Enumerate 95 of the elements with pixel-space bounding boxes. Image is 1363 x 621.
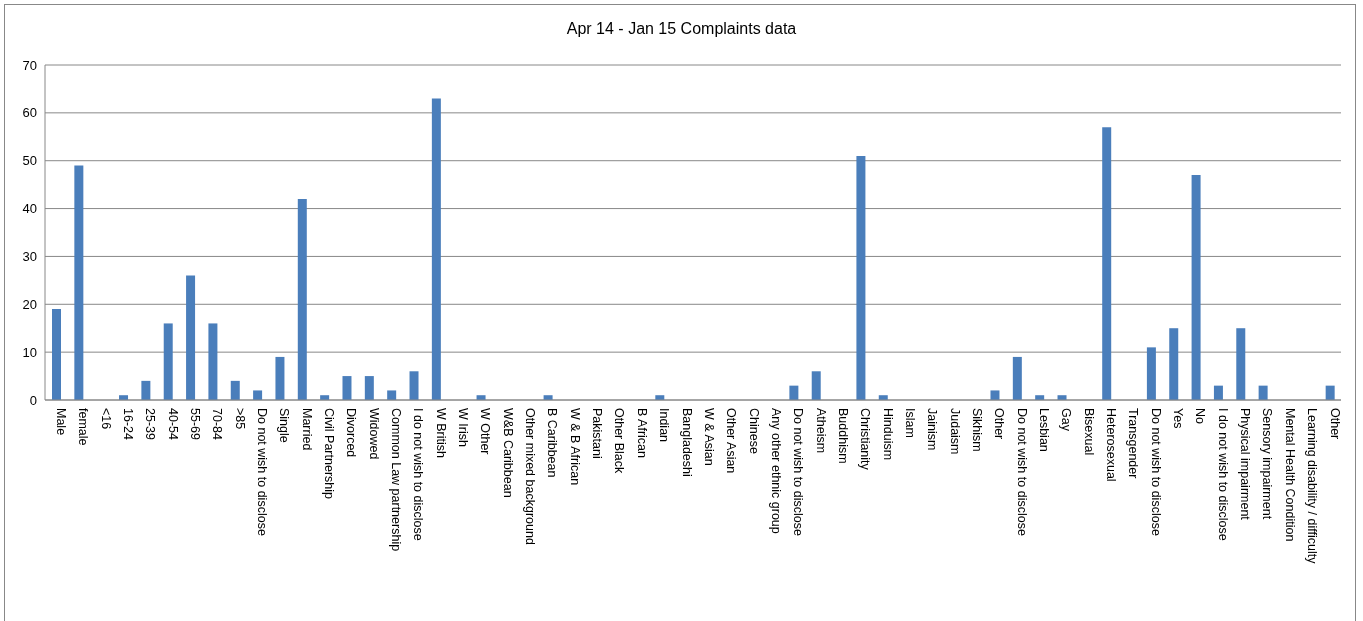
x-tick-label: W & B African bbox=[567, 408, 582, 486]
x-tick-label: Bisexual bbox=[1081, 408, 1096, 456]
y-tick-label: 20 bbox=[22, 296, 37, 312]
x-tick-label: Civil Partnership bbox=[322, 408, 337, 500]
y-tick-label: 10 bbox=[22, 344, 37, 360]
x-tick-label: W British bbox=[433, 408, 448, 459]
bar bbox=[1325, 385, 1335, 400]
bar bbox=[1258, 385, 1268, 400]
x-tick-label: Sikhism bbox=[970, 408, 985, 452]
x-tick-label: Married bbox=[299, 408, 314, 451]
y-tick-label: 60 bbox=[22, 105, 37, 121]
x-tick-label: Jainism bbox=[925, 408, 940, 451]
bar bbox=[990, 390, 1000, 400]
bar bbox=[342, 376, 352, 400]
y-tick-label: 50 bbox=[22, 153, 37, 169]
x-tick-label: Hinduism bbox=[880, 408, 895, 461]
bar bbox=[186, 275, 196, 400]
bar bbox=[811, 371, 821, 400]
bar bbox=[52, 309, 61, 400]
x-tick-label: Do not wish to disclose bbox=[1148, 408, 1163, 536]
bar bbox=[74, 165, 84, 400]
x-tick-label: W Irish bbox=[456, 408, 471, 447]
x-tick-label: W Other bbox=[478, 408, 493, 455]
x-tick-label: B African bbox=[634, 408, 649, 459]
x-tick-label: Heterosexual bbox=[1104, 408, 1119, 482]
x-tick-label: W & Asian bbox=[701, 408, 716, 466]
y-tick-label: 0 bbox=[29, 392, 37, 408]
x-tick-label: Yes bbox=[1171, 408, 1186, 429]
x-tick-label: Do not wish to disclose bbox=[791, 408, 806, 536]
bar bbox=[364, 376, 374, 400]
x-tick-label: Widowed bbox=[366, 408, 381, 460]
x-tick-label: Single bbox=[277, 408, 292, 443]
y-tick-label: 30 bbox=[22, 249, 37, 265]
x-tick-label: B Caribbean bbox=[545, 408, 560, 478]
bar bbox=[1213, 385, 1223, 400]
x-tick-label: Buddhism bbox=[835, 408, 850, 464]
bar bbox=[387, 390, 397, 400]
x-tick-label: 16-24 bbox=[120, 408, 135, 441]
x-tick-label: Other bbox=[992, 408, 1007, 440]
x-tick-label: Physical impairment bbox=[1238, 408, 1253, 521]
bar bbox=[1236, 328, 1246, 400]
x-tick-label: Indian bbox=[657, 408, 672, 443]
x-tick-label: Gay bbox=[1059, 408, 1074, 432]
x-tick-label: 25-39 bbox=[143, 408, 158, 441]
bar bbox=[297, 199, 307, 400]
x-tick-label: Sensory impairment bbox=[1260, 408, 1275, 520]
x-tick-label: W&B Caribbean bbox=[500, 408, 515, 498]
x-tick-label: Do not wish to disclose bbox=[1014, 408, 1029, 536]
x-tick-label: I do not wish to disclose bbox=[1215, 408, 1230, 541]
x-tick-label: Any other ethnic group bbox=[768, 408, 783, 534]
x-tick-label: Transgender bbox=[1126, 408, 1141, 479]
x-tick-label: Other bbox=[1327, 408, 1342, 440]
x-tick-label: Divorced bbox=[344, 408, 359, 458]
bar bbox=[789, 385, 799, 400]
x-tick-label: No bbox=[1193, 408, 1208, 425]
bar bbox=[1191, 175, 1201, 400]
y-tick-label: 70 bbox=[22, 57, 37, 73]
bar bbox=[1169, 328, 1179, 400]
chart-title: Apr 14 - Jan 15 Complaints data bbox=[565, 20, 798, 38]
y-tick-label: 40 bbox=[22, 201, 37, 217]
x-tick-label: Judaism bbox=[947, 408, 962, 455]
bar bbox=[230, 380, 240, 400]
x-tick-label: 55-69 bbox=[187, 408, 202, 441]
bar bbox=[208, 323, 218, 400]
bar bbox=[409, 371, 419, 400]
x-tick-label: Christianity bbox=[858, 408, 873, 471]
x-tick-label: female bbox=[76, 408, 91, 446]
x-tick-label: Islam bbox=[902, 408, 917, 438]
x-tick-label: Mental Health Condition bbox=[1282, 408, 1297, 542]
x-tick-label: <16 bbox=[98, 408, 113, 430]
x-tick-label: Lesbian bbox=[1037, 408, 1052, 452]
x-tick-label: Chinese bbox=[746, 408, 761, 454]
x-tick-label: 40-54 bbox=[165, 408, 180, 441]
bar bbox=[253, 390, 263, 400]
bar bbox=[275, 356, 285, 400]
bar bbox=[1012, 356, 1022, 400]
x-tick-label: Male bbox=[53, 408, 68, 436]
bar bbox=[1146, 347, 1156, 400]
x-tick-label: I do not wish to disclose bbox=[411, 408, 426, 541]
x-tick-label: >85 bbox=[232, 408, 247, 430]
bar bbox=[163, 323, 173, 400]
x-tick-label: Other Asian bbox=[724, 408, 739, 474]
x-tick-label: Do not wish to disclose bbox=[254, 408, 269, 536]
bar bbox=[1102, 127, 1112, 400]
bar bbox=[856, 155, 866, 400]
x-tick-label: 70-84 bbox=[210, 408, 225, 441]
x-tick-label: Learning disability / difficulty bbox=[1305, 408, 1320, 565]
x-tick-label: Other Black bbox=[612, 408, 627, 475]
bar bbox=[141, 380, 151, 400]
bar bbox=[431, 98, 441, 400]
x-tick-label: Other mixed background bbox=[523, 408, 538, 545]
x-tick-label: Atheism bbox=[813, 408, 828, 454]
x-tick-label: Pakistani bbox=[590, 408, 605, 459]
x-tick-label: Bangladeshi bbox=[679, 408, 694, 477]
x-tick-label: Common Law partnership bbox=[389, 408, 404, 552]
